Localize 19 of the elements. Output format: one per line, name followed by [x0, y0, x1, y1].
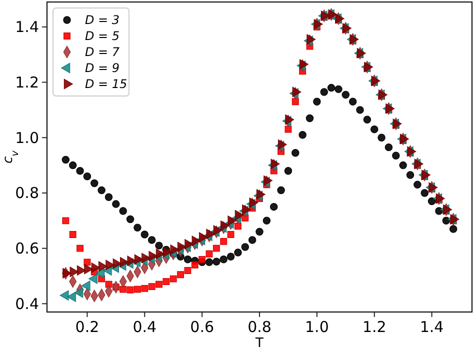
- y-tick-label: 0.8: [15, 184, 39, 202]
- y-tick-label: 0.6: [15, 240, 39, 258]
- legend-label: D = 9: [85, 61, 120, 76]
- y-tick-label: 1.2: [15, 74, 39, 92]
- y-tick-label: 1.4: [15, 18, 39, 36]
- legend-label: D = 15: [85, 77, 128, 92]
- y-tick-label: 0.4: [15, 294, 39, 313]
- x-tick-label: 0.4: [132, 318, 157, 336]
- x-tick-label: 1.0: [305, 318, 329, 336]
- x-tick-label: 0.2: [75, 318, 100, 336]
- legend-label: D = 3: [85, 13, 120, 28]
- legend-label: D = 5: [85, 29, 120, 44]
- x-tick-label: 1.4: [420, 318, 444, 336]
- x-axis-title: T: [254, 336, 264, 348]
- y-tick-label: 1.0: [15, 128, 39, 147]
- x-tick-label: 1.2: [362, 318, 386, 336]
- legend-label: D = 7: [85, 45, 120, 60]
- x-tick-label: 0.8: [248, 318, 272, 336]
- x-tick-label: 0.6: [190, 318, 214, 336]
